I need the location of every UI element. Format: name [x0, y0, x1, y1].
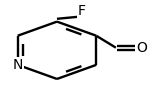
Text: N: N — [12, 58, 23, 72]
Text: F: F — [78, 4, 86, 18]
Text: O: O — [136, 41, 147, 55]
